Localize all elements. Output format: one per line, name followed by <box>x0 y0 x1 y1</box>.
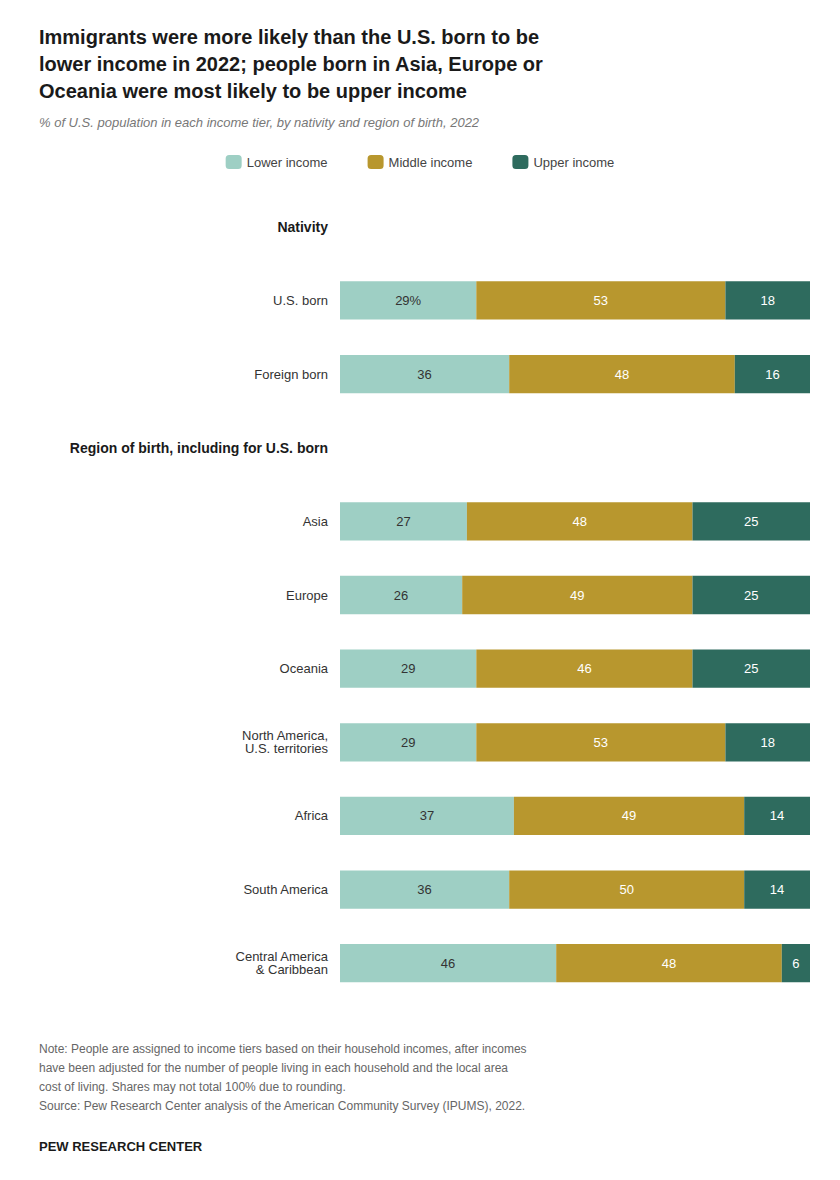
svg-text:Europe: Europe <box>286 588 328 603</box>
svg-text:48: 48 <box>615 367 629 382</box>
svg-text:North America,: North America, <box>242 728 328 744</box>
svg-text:49: 49 <box>622 808 636 823</box>
svg-text:46: 46 <box>577 661 591 676</box>
svg-text:46: 46 <box>441 956 455 971</box>
svg-text:Immigrants were more likely th: Immigrants were more likely than the U.S… <box>39 26 539 48</box>
svg-text:Africa: Africa <box>295 808 329 823</box>
svg-text:50: 50 <box>619 882 633 897</box>
svg-text:27: 27 <box>396 514 410 529</box>
svg-text:49: 49 <box>570 588 584 603</box>
svg-text:16: 16 <box>765 367 779 382</box>
svg-text:25: 25 <box>744 661 758 676</box>
svg-text:Oceania were most likely to be: Oceania were most likely to be upper inc… <box>39 80 467 102</box>
svg-text:have been adjusted for the num: have been adjusted for the number of peo… <box>39 1061 508 1075</box>
svg-text:53: 53 <box>594 735 608 750</box>
svg-text:Foreign born: Foreign born <box>254 367 328 382</box>
svg-text:29: 29 <box>401 661 415 676</box>
svg-text:Note: People are assigned to i: Note: People are assigned to income tier… <box>39 1042 527 1056</box>
svg-text:48: 48 <box>572 514 586 529</box>
svg-text:25: 25 <box>744 588 758 603</box>
svg-text:Region of birth, including for: Region of birth, including for U.S. born <box>70 440 328 456</box>
svg-text:14: 14 <box>770 882 784 897</box>
svg-text:48: 48 <box>662 956 676 971</box>
svg-text:Oceania: Oceania <box>280 661 329 676</box>
svg-text:U.S. born: U.S. born <box>273 293 328 308</box>
svg-text:lower income in 2022; people b: lower income in 2022; people born in Asi… <box>39 53 543 75</box>
svg-text:53: 53 <box>594 293 608 308</box>
svg-text:Upper income: Upper income <box>533 155 614 170</box>
svg-text:29: 29 <box>401 735 415 750</box>
svg-text:South America: South America <box>243 882 328 897</box>
svg-text:Nativity: Nativity <box>277 219 328 235</box>
svg-text:Asia: Asia <box>303 514 329 529</box>
svg-text:6: 6 <box>792 956 799 971</box>
svg-text:36: 36 <box>417 367 431 382</box>
svg-text:PEW RESEARCH CENTER: PEW RESEARCH CENTER <box>39 1139 203 1154</box>
svg-text:Lower income: Lower income <box>247 155 328 170</box>
svg-text:& Caribbean: & Caribbean <box>256 962 328 977</box>
svg-text:18: 18 <box>760 293 774 308</box>
svg-text:14: 14 <box>770 808 784 823</box>
svg-text:Middle income: Middle income <box>389 155 473 170</box>
svg-text:29%: 29% <box>395 293 421 308</box>
svg-text:25: 25 <box>744 514 758 529</box>
svg-text:36: 36 <box>417 882 431 897</box>
svg-text:% of U.S. population in each i: % of U.S. population in each income tier… <box>39 115 480 130</box>
svg-text:26: 26 <box>394 588 408 603</box>
svg-text:Central America: Central America <box>235 949 328 965</box>
svg-text:Source: Pew Research Center an: Source: Pew Research Center analysis of … <box>39 1099 525 1113</box>
svg-text:37: 37 <box>420 808 434 823</box>
svg-text:cost of living. Shares may not: cost of living. Shares may not total 100… <box>39 1080 346 1094</box>
svg-text:U.S. territories: U.S. territories <box>245 741 329 756</box>
svg-text:18: 18 <box>760 735 774 750</box>
